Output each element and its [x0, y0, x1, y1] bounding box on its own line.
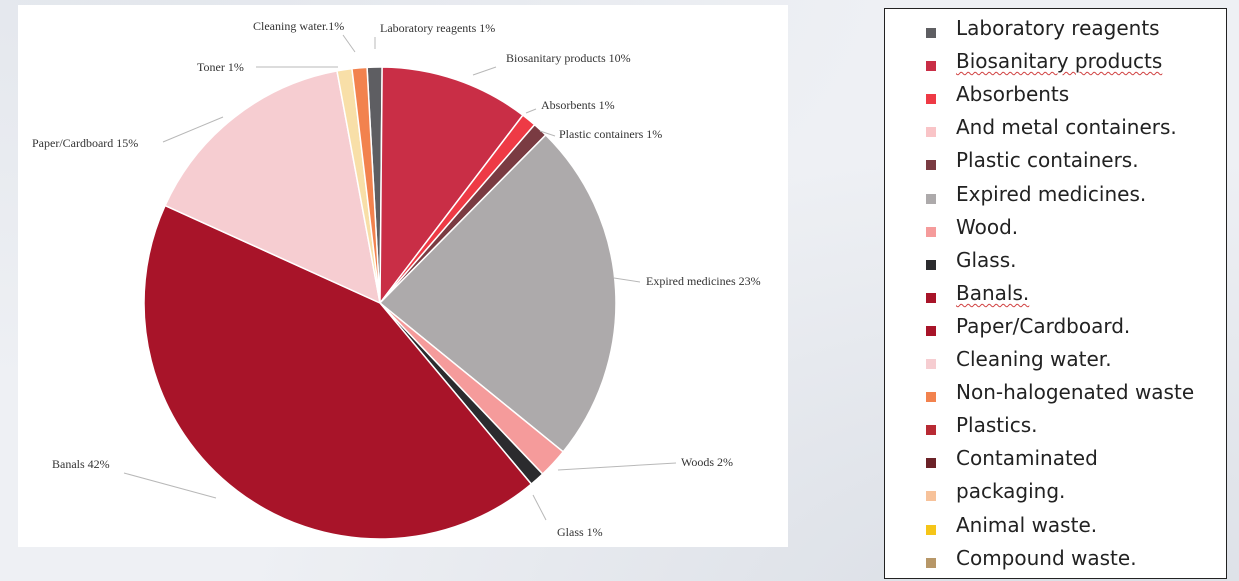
- legend-item: Paper/Cardboard.: [885, 313, 1225, 347]
- legend-swatch: [926, 160, 936, 171]
- legend-swatch: [926, 392, 936, 403]
- legend-label: Banals.: [956, 280, 1030, 305]
- legend-item: Glass.: [885, 247, 1225, 281]
- legend-item: And metal containers.: [885, 114, 1225, 148]
- legend-label: Animal waste.: [956, 512, 1098, 537]
- leader-line-2: [525, 108, 537, 114]
- legend-label: Biosanitary products: [956, 49, 1163, 74]
- legend-item: Expired medicines.: [885, 181, 1225, 215]
- legend-item: Banals.: [885, 280, 1225, 314]
- pie-slice-1: [379, 66, 524, 306]
- slice-label-10: Cleaning water.1%: [253, 19, 344, 33]
- legend-swatch: [926, 325, 936, 336]
- legend-label: Non-halogenated waste: [956, 380, 1195, 405]
- pie-chart: Laboratory reagents 1% Biosanitary produc…: [32, 19, 761, 540]
- pie-chart-panel: Laboratory reagents 1% Biosanitary produc…: [18, 5, 788, 547]
- legend-label: Absorbents: [956, 82, 1070, 107]
- legend-label: Laboratory reagents: [956, 16, 1160, 40]
- legend-item: Wood.: [885, 214, 1225, 248]
- legend-item: Plastic containers.: [885, 147, 1225, 181]
- slice-label-7: Banals 42%: [52, 457, 110, 471]
- pie-slice-4: [378, 133, 617, 453]
- legend-swatch: [926, 127, 936, 138]
- legend-label: Plastic containers.: [956, 148, 1139, 173]
- legend-label: Paper/Cardboard.: [956, 313, 1131, 338]
- legend-item: Non-halogenated waste: [885, 379, 1225, 413]
- legend-swatch: [926, 359, 936, 369]
- legend-swatch: [926, 94, 936, 105]
- pie-slice-7: [143, 204, 533, 540]
- leader-line-6: [532, 494, 547, 521]
- legend-panel: Laboratory reagents Biosanitary products A…: [884, 8, 1227, 579]
- legend-item: Laboratory reagents: [885, 15, 1225, 49]
- legend-swatch: [926, 259, 936, 270]
- legend-item: Absorbents: [885, 81, 1225, 115]
- slice-label-3: Plastic containers 1%: [559, 127, 662, 141]
- pie-slice-10: [351, 66, 381, 304]
- legend-item: Cleaning water.: [885, 346, 1225, 380]
- pie-slice-8: [164, 70, 381, 305]
- legend-label: Expired medicines.: [956, 181, 1147, 206]
- leader-line-4: [613, 277, 641, 283]
- legend-item: Contaminated: [885, 445, 1225, 479]
- legend-swatch: [926, 226, 936, 237]
- slice-label-9: Toner 1%: [197, 60, 244, 74]
- legend-item: Animal waste.: [885, 512, 1225, 546]
- legend-swatch: [926, 61, 936, 72]
- legend-label: Glass.: [956, 247, 1017, 272]
- leader-line-8: [162, 116, 224, 143]
- slice-label-6: Glass 1%: [557, 525, 603, 539]
- legend-item: Biosanitary products: [885, 48, 1225, 82]
- legend-item: packaging.: [885, 478, 1225, 512]
- legend-label: packaging.: [956, 479, 1066, 504]
- slice-label-4: Expired medicines 23%: [646, 274, 761, 288]
- legend-label: Wood.: [956, 214, 1019, 239]
- slice-label-2: Absorbents 1%: [541, 98, 615, 112]
- legend-swatch: [926, 28, 936, 38]
- legend-item: Plastics.: [885, 412, 1225, 446]
- legend-label: Contaminated: [956, 446, 1098, 471]
- legend-label: Plastics.: [956, 413, 1038, 438]
- slice-label-5: Woods 2%: [681, 455, 733, 469]
- legend-swatch: [926, 557, 936, 568]
- legend-label: And metal containers.: [956, 115, 1177, 140]
- legend-swatch: [926, 425, 936, 436]
- legend-swatch: [926, 524, 936, 535]
- legend-swatch: [926, 458, 936, 469]
- slice-label-1: Biosanitary products 10%: [506, 51, 631, 65]
- leader-line-10: [342, 34, 356, 53]
- leader-line-3: [539, 130, 556, 137]
- leader-line-5: [557, 462, 677, 471]
- legend-item: Compound waste.: [885, 545, 1225, 579]
- legend-label: Compound waste.: [956, 545, 1137, 570]
- leader-line-1: [472, 66, 497, 76]
- legend-swatch: [926, 292, 936, 303]
- leader-line-7: [123, 472, 217, 499]
- legend-swatch: [926, 193, 936, 204]
- legend-label: Cleaning water.: [956, 347, 1112, 371]
- slice-label-8: Paper/Cardboard 15%: [32, 136, 138, 150]
- legend-swatch: [926, 491, 936, 502]
- slice-label-0: Laboratory reagents 1%: [380, 21, 495, 35]
